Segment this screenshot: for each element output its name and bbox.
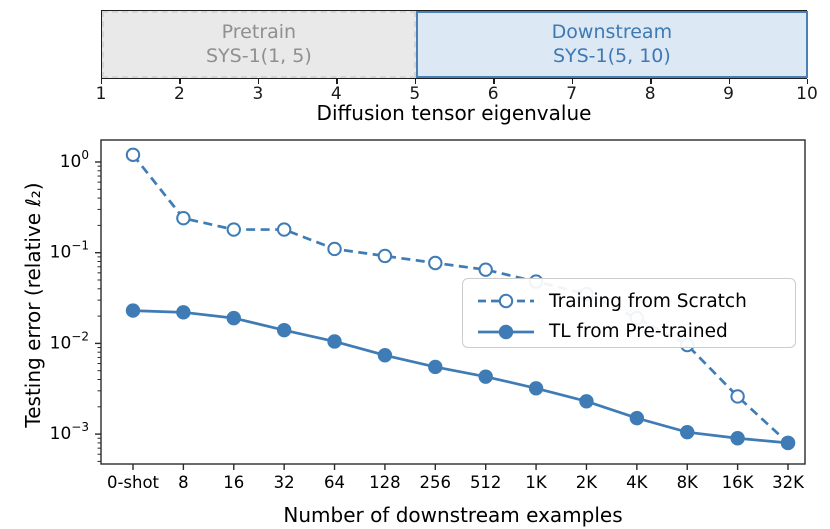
data-point-filled [226,310,241,326]
legend-label: TL from Pre-trained [549,321,728,343]
y-tick-label: 10−1 [50,239,89,263]
axis-tick [807,79,809,84]
data-point-filled [680,424,695,440]
axis-tick [179,79,181,84]
x-tick-label: 512 [470,473,502,492]
data-point-open [226,222,241,237]
span-band: Pretrain SYS-1(1, 5) Downstream SYS-1(5, 10… [101,10,808,79]
data-point-filled [125,303,141,318]
x-axis-title: Number of downstream examples [283,503,623,527]
x-tick-label: 128 [369,473,401,492]
band-region-label: Downstream [551,21,673,44]
axis-tick-label: 4 [330,84,342,104]
axis-tick-label: 10 [796,84,818,104]
band-region-label: Pretrain [221,21,297,44]
data-point-filled [176,305,191,320]
data-point-open [428,255,443,271]
band-region-pretrain: Pretrain SYS-1(1, 5) [102,11,416,78]
band-region-label: SYS-1(1, 5) [206,44,312,67]
axis-tick-label: 6 [487,84,499,104]
data-point-filled [478,369,493,384]
data-point-filled [780,435,796,451]
axis-tick [650,79,652,84]
legend-entry: TL from Pre-trained [475,319,785,345]
testing-error-chart: 100 10−1 10−2 10−3 0-shot 8 16 32 64 128 256 512 1K 2… [0,130,830,529]
x-tick-label: 32 [274,473,295,492]
data-point-filled [730,431,745,446]
x-tick-label: 16K [722,473,755,492]
legend-line-sample [478,324,534,339]
axis-tick-label: 2 [174,84,185,104]
legend-label: Training from Scratch [549,290,747,312]
y-tick-label: 10−3 [50,420,89,444]
band-region-label: SYS-1(5, 10) [552,44,671,67]
series-line-solid [132,309,789,445]
y-axis-title: Testing error (relative ℓ₂) [21,182,45,428]
axis-tick-label: 5 [409,84,421,104]
x-tick-label: 64 [324,473,345,492]
data-point-open [276,222,292,237]
axis-tick [414,79,417,84]
x-tick-label: 32K [772,473,805,492]
data-point-filled [629,410,645,426]
axis-tick-label: 9 [723,84,734,104]
x-tick-label: 256 [420,473,452,492]
axis-tick-label: 8 [644,84,656,104]
y-tick-label: 10−2 [50,329,89,353]
axis-tick-label: 7 [566,84,578,104]
data-point-filled [276,322,292,338]
x-tick-label: 4K [626,473,648,492]
data-point-open [176,211,191,226]
band-region-downstream: Downstream SYS-1(5, 10) [415,11,808,78]
data-point-open [377,248,393,264]
axis-tick [257,79,260,84]
x-tick-label: 16 [223,473,244,492]
axis-tick [571,79,574,84]
axis-tick [336,79,338,84]
data-point-filled [327,334,342,349]
data-point-filled [377,348,393,363]
axis-tick [728,79,730,84]
x-tick-label: 0-shot [107,473,160,492]
x-tick-label: 8 [178,473,189,492]
data-point-open [125,147,141,163]
legend-line-sample [478,294,534,309]
data-point-open [730,389,745,404]
axis-tick-label: 1 [95,84,107,104]
axis-tick [493,79,495,84]
data-point-open [327,241,342,257]
y-tick-label: 100 [60,148,89,172]
chart-canvas: 100 10−1 10−2 10−3 0-shot 8 16 32 64 128 256 512 1K 2… [50,139,806,492]
data-point-filled [579,394,594,409]
x-tick-label: 1K [525,473,547,492]
legend-entry: Training from Scratch [475,288,785,314]
axis-tick [101,79,103,84]
data-point-open [478,262,493,277]
chart-legend: Training from Scratch TL from Pre-trained [462,278,796,348]
span-axis-title: Diffusion tensor eigenvalue [316,101,592,125]
axis-tick-label: 3 [252,84,264,104]
data-point-filled [528,381,544,396]
eigenvalue-span-diagram: Pretrain SYS-1(1, 5) Downstream SYS-1(5, 10… [0,0,830,130]
x-tick-label: 2K [576,473,598,492]
x-tick-label: 8K [677,473,699,492]
data-point-filled [428,359,443,375]
